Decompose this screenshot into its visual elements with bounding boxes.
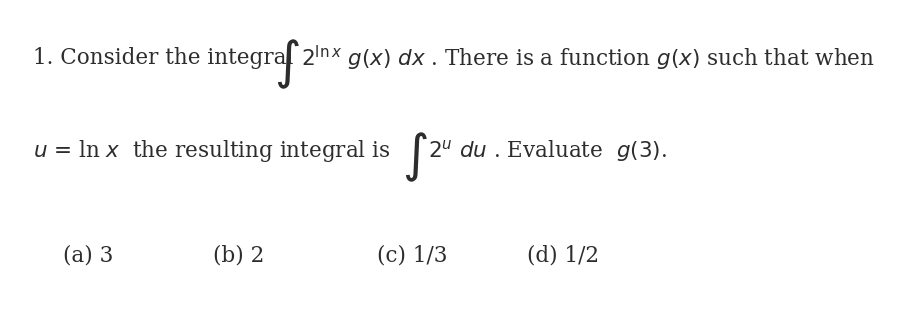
Text: $u$ = ln $x$  the resulting integral is: $u$ = ln $x$ the resulting integral is (33, 138, 398, 164)
Text: (d) 1/2: (d) 1/2 (527, 245, 600, 267)
Text: 1. Consider the integral: 1. Consider the integral (33, 47, 307, 69)
Text: $2^{\ln x}$ $g(x)\ dx$ . There is a function $g(x)$ such that when: $2^{\ln x}$ $g(x)\ dx$ . There is a func… (301, 44, 875, 73)
Text: $\int$: $\int$ (402, 130, 428, 184)
Text: (a) 3: (a) 3 (63, 245, 113, 267)
Text: (c) 1/3: (c) 1/3 (378, 245, 448, 267)
Text: (b) 2: (b) 2 (213, 245, 264, 267)
Text: $\int$: $\int$ (274, 38, 300, 91)
Text: $2^u\ du$ . Evaluate  $g(3)$.: $2^u\ du$ . Evaluate $g(3)$. (429, 138, 667, 164)
